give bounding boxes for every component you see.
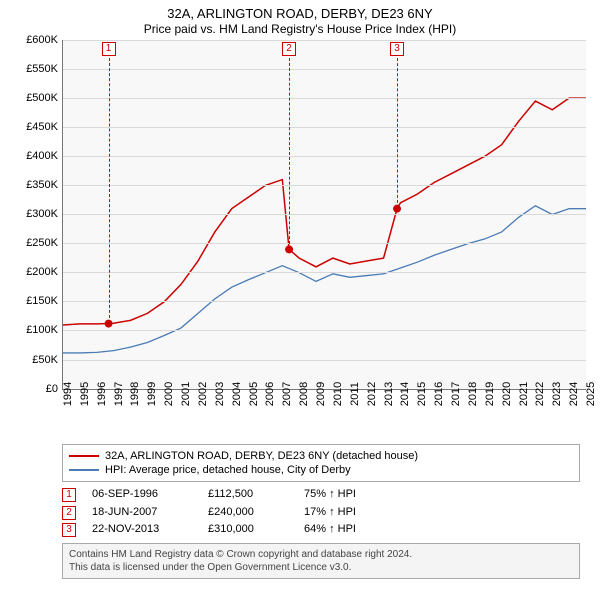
transaction-row: 3 22-NOV-2013 £310,000 64% ↑ HPI bbox=[62, 521, 580, 539]
x-tick-label: 2002 bbox=[197, 381, 209, 405]
x-axis: 1994199519961997199819992000200120022003… bbox=[62, 390, 586, 440]
sale-marker-box: 3 bbox=[390, 42, 404, 56]
x-tick-label: 2023 bbox=[551, 381, 563, 405]
x-tick-label: 2012 bbox=[366, 381, 378, 405]
legend-label: 32A, ARLINGTON ROAD, DERBY, DE23 6NY (de… bbox=[105, 449, 418, 463]
transaction-marker: 1 bbox=[62, 488, 76, 502]
transaction-pct: 75% ↑ HPI bbox=[304, 486, 394, 504]
gridline-h bbox=[63, 185, 586, 186]
y-tick-label: £50K bbox=[32, 354, 58, 366]
x-tick-label: 1999 bbox=[146, 381, 158, 405]
x-tick-label: 2004 bbox=[231, 381, 243, 405]
x-tick-label: 2018 bbox=[467, 381, 479, 405]
x-tick-label: 2022 bbox=[534, 381, 546, 405]
y-tick-label: £600K bbox=[26, 34, 58, 46]
gridline-h bbox=[63, 243, 586, 244]
x-tick-label: 1994 bbox=[62, 381, 74, 405]
gridline-h bbox=[63, 214, 586, 215]
x-tick-label: 2017 bbox=[450, 381, 462, 405]
x-tick-label: 2003 bbox=[214, 381, 226, 405]
sale-vline bbox=[109, 58, 110, 324]
x-tick-label: 2005 bbox=[248, 381, 260, 405]
sale-marker-box: 2 bbox=[282, 42, 296, 56]
y-axis: £0£50K£100K£150K£200K£250K£300K£350K£400… bbox=[10, 40, 62, 390]
x-tick-label: 2014 bbox=[399, 381, 411, 405]
legend-label: HPI: Average price, detached house, City… bbox=[105, 463, 351, 477]
legend: 32A, ARLINGTON ROAD, DERBY, DE23 6NY (de… bbox=[62, 444, 580, 483]
y-tick-label: £150K bbox=[26, 295, 58, 307]
gridline-h bbox=[63, 330, 586, 331]
chart-area: £0 £50K £100K £150K £200K £250K £300K £350K £400… bbox=[10, 40, 590, 440]
x-tick-label: 2021 bbox=[518, 381, 530, 405]
gridline-h bbox=[63, 127, 586, 128]
transaction-row: 1 06-SEP-1996 £112,500 75% ↑ HPI bbox=[62, 486, 580, 504]
x-tick-label: 2016 bbox=[433, 381, 445, 405]
x-tick-label: 1996 bbox=[96, 381, 108, 405]
sale-marker-box: 1 bbox=[102, 42, 116, 56]
y-tick-label: £500K bbox=[26, 92, 58, 104]
legend-row: HPI: Average price, detached house, City… bbox=[69, 463, 573, 477]
transactions-table: 1 06-SEP-1996 £112,500 75% ↑ HPI 2 18-JUN-200… bbox=[62, 486, 580, 539]
footer-line-1: Contains HM Land Registry data © Crown c… bbox=[69, 548, 573, 561]
sale-vline bbox=[289, 58, 290, 249]
y-tick-label: £100K bbox=[26, 324, 58, 336]
attribution-footer: Contains HM Land Registry data © Crown c… bbox=[62, 543, 580, 579]
x-tick-label: 2011 bbox=[349, 382, 361, 406]
x-tick-label: 2009 bbox=[315, 381, 327, 405]
x-tick-label: 2024 bbox=[568, 381, 580, 405]
gridline-h bbox=[63, 272, 586, 273]
x-tick-label: 2001 bbox=[180, 381, 192, 405]
transaction-price: £240,000 bbox=[208, 504, 288, 522]
gridline-h bbox=[63, 98, 586, 99]
x-tick-label: 2013 bbox=[383, 381, 395, 405]
y-tick-label: £450K bbox=[26, 121, 58, 133]
x-tick-label: 2000 bbox=[163, 381, 175, 405]
gridline-h bbox=[63, 360, 586, 361]
transaction-date: 22-NOV-2013 bbox=[92, 521, 192, 539]
y-tick-label: £250K bbox=[26, 237, 58, 249]
chart-container: 32A, ARLINGTON ROAD, DERBY, DE23 6NY Pri… bbox=[0, 0, 600, 590]
x-tick-label: 2020 bbox=[501, 381, 513, 405]
y-tick-label: £550K bbox=[26, 63, 58, 75]
sale-vline bbox=[397, 58, 398, 209]
x-tick-label: 2010 bbox=[332, 381, 344, 405]
chart-title: 32A, ARLINGTON ROAD, DERBY, DE23 6NY bbox=[10, 6, 590, 22]
x-tick-label: 1997 bbox=[113, 381, 125, 405]
transaction-row: 2 18-JUN-2007 £240,000 17% ↑ HPI bbox=[62, 504, 580, 522]
x-tick-label: 1998 bbox=[129, 381, 141, 405]
footer-line-2: This data is licensed under the Open Gov… bbox=[69, 561, 573, 574]
gridline-h bbox=[63, 69, 586, 70]
x-tick-label: 1995 bbox=[79, 381, 91, 405]
y-tick-label: £400K bbox=[26, 150, 58, 162]
transaction-price: £112,500 bbox=[208, 486, 288, 504]
x-tick-label: 2007 bbox=[281, 381, 293, 405]
legend-swatch bbox=[69, 469, 99, 471]
gridline-h bbox=[63, 301, 586, 302]
transaction-date: 06-SEP-1996 bbox=[92, 486, 192, 504]
transaction-marker: 3 bbox=[62, 523, 76, 537]
x-tick-label: 2025 bbox=[585, 381, 597, 405]
y-tick-label: £0 bbox=[46, 383, 58, 395]
gridline-h bbox=[63, 40, 586, 41]
x-tick-label: 2006 bbox=[264, 381, 276, 405]
gridline-h bbox=[63, 156, 586, 157]
transaction-pct: 17% ↑ HPI bbox=[304, 504, 394, 522]
x-tick-label: 2008 bbox=[298, 381, 310, 405]
transaction-price: £310,000 bbox=[208, 521, 288, 539]
legend-swatch bbox=[69, 455, 99, 457]
legend-row: 32A, ARLINGTON ROAD, DERBY, DE23 6NY (de… bbox=[69, 449, 573, 463]
y-tick-label: £350K bbox=[26, 179, 58, 191]
plot-region: 1 2 3 bbox=[62, 40, 586, 390]
x-tick-label: 2019 bbox=[484, 381, 496, 405]
transaction-marker: 2 bbox=[62, 506, 76, 520]
y-tick-label: £200K bbox=[26, 266, 58, 278]
transaction-date: 18-JUN-2007 bbox=[92, 504, 192, 522]
transaction-pct: 64% ↑ HPI bbox=[304, 521, 394, 539]
y-tick-label: £300K bbox=[26, 208, 58, 220]
series-property bbox=[63, 98, 586, 325]
x-tick-label: 2015 bbox=[416, 381, 428, 405]
chart-subtitle: Price paid vs. HM Land Registry's House … bbox=[10, 22, 590, 36]
